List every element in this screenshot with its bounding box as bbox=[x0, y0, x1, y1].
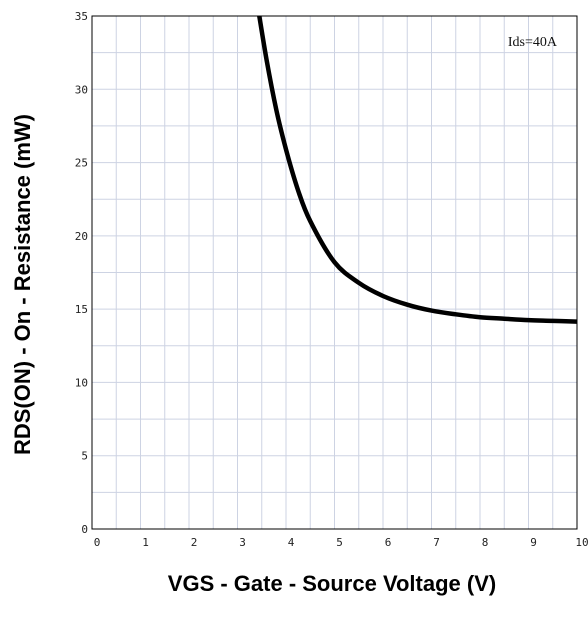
y-tick-label: 35 bbox=[75, 10, 88, 23]
x-tick-label: 1 bbox=[142, 536, 149, 549]
plot-frame bbox=[91, 15, 578, 530]
x-axis-ticks: 0 1 2 3 4 5 6 7 8 9 10 bbox=[94, 536, 588, 549]
y-tick-label: 25 bbox=[75, 157, 88, 170]
series-line bbox=[257, 15, 578, 324]
x-tick-label: 8 bbox=[482, 536, 489, 549]
y-tick-label: 5 bbox=[81, 450, 88, 463]
y-axis-ticks: 0 5 10 15 20 25 30 35 bbox=[75, 10, 88, 536]
y-tick-label: 10 bbox=[75, 376, 88, 389]
x-tick-label: 0 bbox=[94, 536, 101, 549]
x-tick-label: 6 bbox=[385, 536, 392, 549]
series bbox=[257, 15, 578, 324]
current-annotation: Ids=40A bbox=[508, 35, 558, 50]
y-axis-title: RDS(ON) - On - Resistance (mW) bbox=[10, 114, 35, 455]
y-tick-label: 20 bbox=[75, 230, 88, 243]
y-tick-label: 0 bbox=[81, 523, 88, 536]
x-tick-label: 7 bbox=[433, 536, 440, 549]
grid bbox=[91, 15, 578, 530]
x-axis-title: VGS - Gate - Source Voltage (V) bbox=[168, 571, 496, 596]
x-tick-label: 10 bbox=[575, 536, 588, 549]
y-tick-label: 15 bbox=[75, 303, 88, 316]
x-tick-label: 3 bbox=[239, 536, 246, 549]
x-tick-label: 9 bbox=[530, 536, 537, 549]
x-tick-label: 2 bbox=[191, 536, 198, 549]
y-tick-label: 30 bbox=[75, 83, 88, 96]
x-tick-label: 4 bbox=[288, 536, 295, 549]
x-tick-label: 5 bbox=[336, 536, 343, 549]
